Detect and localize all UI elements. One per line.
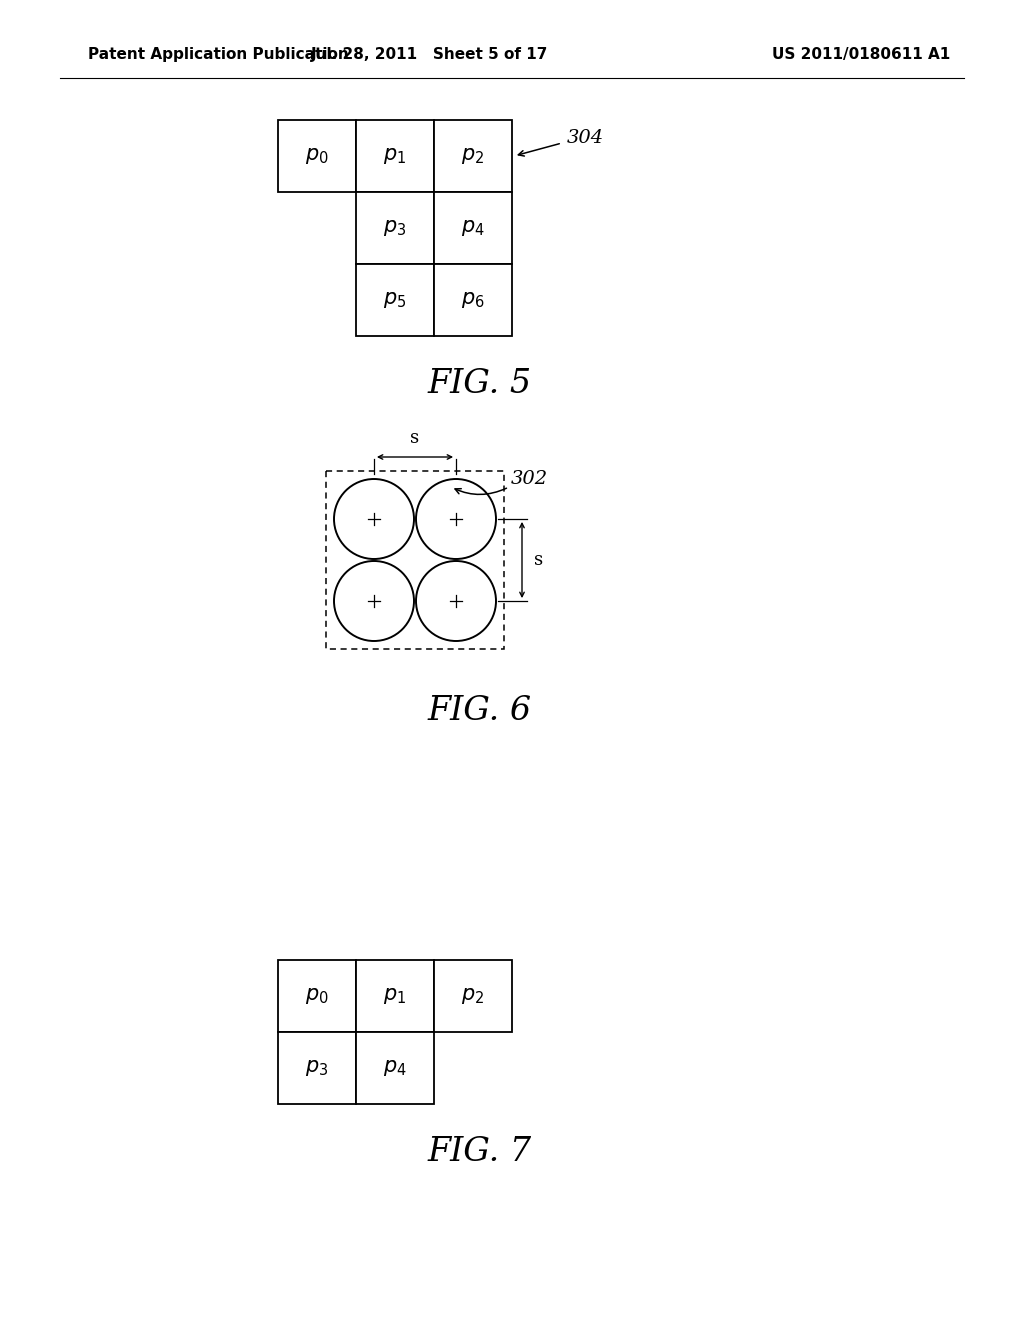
Text: Patent Application Publication: Patent Application Publication (88, 48, 349, 62)
Text: $p_0$: $p_0$ (305, 147, 329, 166)
Text: s: s (534, 550, 543, 569)
Text: $p_6$: $p_6$ (461, 290, 484, 310)
Bar (434, 264, 512, 337)
Bar (278, 960, 356, 1032)
Text: 302: 302 (511, 470, 548, 488)
Bar (356, 191, 434, 264)
Text: FIG. 5: FIG. 5 (428, 368, 532, 400)
Text: FIG. 6: FIG. 6 (428, 696, 532, 727)
Bar (278, 120, 356, 191)
Bar (326, 471, 504, 649)
Text: $p_4$: $p_4$ (383, 1059, 407, 1078)
Text: $p_5$: $p_5$ (383, 290, 407, 310)
Text: US 2011/0180611 A1: US 2011/0180611 A1 (772, 48, 950, 62)
Text: $p_2$: $p_2$ (462, 147, 484, 166)
Bar (278, 1032, 356, 1104)
Text: $p_1$: $p_1$ (383, 986, 407, 1006)
Text: Jul. 28, 2011   Sheet 5 of 17: Jul. 28, 2011 Sheet 5 of 17 (311, 48, 549, 62)
Text: $p_0$: $p_0$ (305, 986, 329, 1006)
Text: $p_3$: $p_3$ (305, 1059, 329, 1078)
Text: s: s (411, 429, 420, 447)
Text: 304: 304 (567, 129, 604, 147)
Text: $p_2$: $p_2$ (462, 986, 484, 1006)
Text: $p_4$: $p_4$ (461, 218, 484, 238)
Bar (356, 120, 434, 191)
Bar (434, 960, 512, 1032)
Bar (356, 1032, 434, 1104)
Text: $p_1$: $p_1$ (383, 147, 407, 166)
Bar (356, 960, 434, 1032)
Bar (434, 191, 512, 264)
Text: FIG. 7: FIG. 7 (428, 1137, 532, 1168)
Bar (356, 264, 434, 337)
Text: $p_3$: $p_3$ (383, 218, 407, 238)
Bar (434, 120, 512, 191)
